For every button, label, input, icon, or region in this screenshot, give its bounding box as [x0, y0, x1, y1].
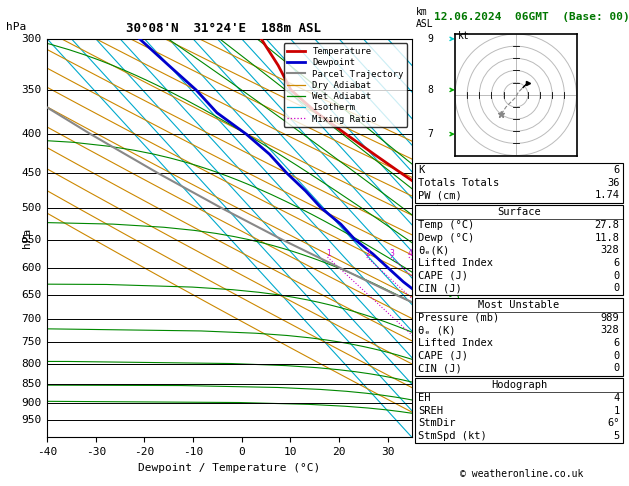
- Legend: Temperature, Dewpoint, Parcel Trajectory, Dry Adiabat, Wet Adiabat, Isotherm, Mi: Temperature, Dewpoint, Parcel Trajectory…: [284, 43, 408, 127]
- Text: 500: 500: [21, 203, 42, 213]
- Text: hPa: hPa: [6, 22, 26, 32]
- Text: 300: 300: [21, 34, 42, 44]
- Text: Surface: Surface: [497, 208, 541, 217]
- Text: 350: 350: [21, 85, 42, 95]
- Text: Dewp (°C): Dewp (°C): [418, 233, 474, 243]
- Text: 7: 7: [427, 129, 433, 139]
- Text: 750: 750: [21, 337, 42, 347]
- Text: StmDir: StmDir: [418, 418, 456, 428]
- Text: CAPE (J): CAPE (J): [418, 351, 468, 361]
- Text: StmSpd (kt): StmSpd (kt): [418, 431, 487, 441]
- Text: 30°08'N  31°24'E  188m ASL: 30°08'N 31°24'E 188m ASL: [126, 22, 321, 35]
- Text: 700: 700: [21, 314, 42, 324]
- Text: 0: 0: [613, 283, 620, 293]
- Text: 6: 6: [427, 168, 433, 178]
- Text: 6: 6: [613, 165, 620, 175]
- Text: 12.06.2024  06GMT  (Base: 00): 12.06.2024 06GMT (Base: 00): [433, 12, 629, 22]
- Text: 6: 6: [613, 258, 620, 268]
- X-axis label: Dewpoint / Temperature (°C): Dewpoint / Temperature (°C): [138, 463, 321, 473]
- Text: km
ASL: km ASL: [416, 7, 433, 29]
- Text: Totals Totals: Totals Totals: [418, 178, 499, 188]
- Text: Lifted Index: Lifted Index: [418, 258, 493, 268]
- Text: 1: 1: [427, 398, 433, 408]
- Text: 4: 4: [613, 393, 620, 403]
- Text: Mixing Ratio (g/kg): Mixing Ratio (g/kg): [438, 187, 447, 289]
- Text: hPa: hPa: [22, 228, 32, 248]
- Text: 800: 800: [21, 359, 42, 368]
- Text: 650: 650: [21, 290, 42, 300]
- Text: CIN (J): CIN (J): [418, 364, 462, 373]
- Text: Lifted Index: Lifted Index: [418, 338, 493, 348]
- Text: 4: 4: [408, 249, 413, 258]
- Text: 11.8: 11.8: [594, 233, 620, 243]
- Text: 6°: 6°: [607, 418, 620, 428]
- Text: 0: 0: [613, 271, 620, 280]
- Text: 600: 600: [21, 263, 42, 273]
- Text: 4: 4: [427, 263, 433, 273]
- Text: EH: EH: [418, 393, 431, 403]
- Text: Most Unstable: Most Unstable: [478, 300, 560, 310]
- Text: CIN (J): CIN (J): [418, 283, 462, 293]
- Text: 8: 8: [427, 85, 433, 95]
- Text: Pressure (mb): Pressure (mb): [418, 313, 499, 323]
- Text: 850: 850: [21, 379, 42, 389]
- Text: 0: 0: [613, 364, 620, 373]
- Text: 550: 550: [21, 235, 42, 244]
- Text: © weatheronline.co.uk: © weatheronline.co.uk: [460, 469, 584, 479]
- Text: 2: 2: [365, 249, 370, 258]
- Text: θₑ(K): θₑ(K): [418, 245, 450, 255]
- Text: 1: 1: [326, 249, 331, 258]
- Text: 3: 3: [427, 314, 433, 324]
- Text: 27.8: 27.8: [594, 220, 620, 230]
- Text: 3: 3: [390, 249, 395, 258]
- Text: 900: 900: [21, 398, 42, 408]
- Text: 1.74: 1.74: [594, 191, 620, 200]
- Text: CAPE (J): CAPE (J): [418, 271, 468, 280]
- Text: Hodograph: Hodograph: [491, 381, 547, 390]
- Text: 5: 5: [613, 431, 620, 441]
- Text: 36: 36: [607, 178, 620, 188]
- Text: Temp (°C): Temp (°C): [418, 220, 474, 230]
- Text: LCL: LCL: [427, 359, 445, 368]
- Text: K: K: [418, 165, 425, 175]
- Text: 9: 9: [427, 34, 433, 44]
- Text: 1: 1: [613, 406, 620, 416]
- Text: 450: 450: [21, 168, 42, 178]
- Text: 328: 328: [601, 245, 620, 255]
- Text: 2: 2: [427, 359, 433, 368]
- Text: 328: 328: [601, 326, 620, 335]
- Text: θₑ (K): θₑ (K): [418, 326, 456, 335]
- Text: kt: kt: [457, 31, 469, 41]
- Text: 6: 6: [613, 338, 620, 348]
- Text: PW (cm): PW (cm): [418, 191, 462, 200]
- Text: 400: 400: [21, 129, 42, 139]
- Text: 0: 0: [613, 351, 620, 361]
- Text: 989: 989: [601, 313, 620, 323]
- Text: 950: 950: [21, 416, 42, 425]
- Text: SREH: SREH: [418, 406, 443, 416]
